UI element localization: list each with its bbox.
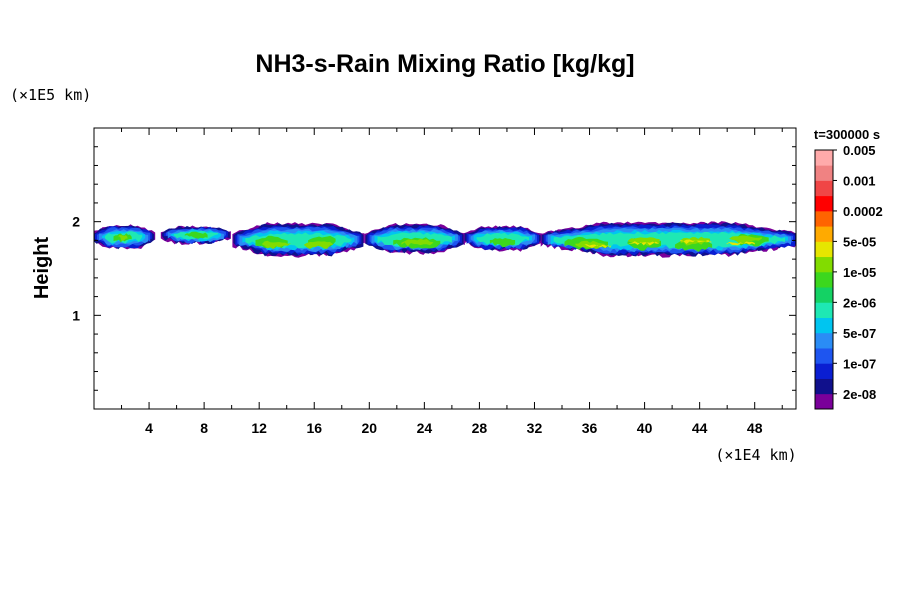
x-tick-label: 20 — [362, 420, 378, 436]
colorbar-swatch — [815, 150, 833, 166]
chart-title: NH3-s-Rain Mixing Ratio [kg/kg] — [255, 50, 634, 78]
x-tick-label: 36 — [582, 420, 598, 436]
colorbar-label: 5e-05 — [843, 234, 876, 249]
x-tick-label: 12 — [251, 420, 267, 436]
cloud-contour — [628, 241, 659, 246]
cloud-contour — [729, 235, 762, 244]
y-tick-label: 2 — [72, 214, 80, 230]
colorbar-swatch — [815, 378, 833, 395]
colorbar-swatch — [815, 302, 833, 318]
colorbar-label: 0.005 — [843, 143, 876, 158]
y-axis-label: Height — [31, 237, 53, 300]
colorbar-swatch — [815, 180, 833, 197]
cloud-contour — [304, 241, 333, 249]
colorbar-swatch — [815, 271, 833, 288]
colorbar-swatch — [815, 348, 833, 364]
colorbar-label: 2e-06 — [843, 295, 876, 310]
colorbar-label: 0.0002 — [843, 204, 883, 219]
colorbar-swatch — [815, 210, 833, 227]
x-tick-label: 32 — [527, 420, 543, 436]
colorbar: 2e-08 1e-07 5e-07 2e-06 1e-05 5e-05 0.0002 0.00… — [814, 143, 883, 410]
cloud-contour — [261, 240, 291, 250]
colorbar-label: 1e-05 — [843, 265, 876, 280]
cloud-contour — [401, 238, 434, 247]
cloud-contour — [118, 234, 128, 241]
x-tick-label: 4 — [145, 420, 153, 436]
colorbar-swatch — [815, 256, 833, 273]
colorbar-swatch — [815, 393, 833, 410]
y-axis-unit: (×1E5 km) — [10, 86, 91, 104]
cloud-layer — [94, 221, 796, 258]
colorbar-swatch — [815, 226, 833, 242]
cloud-contour — [553, 231, 785, 249]
colorbar-swatch — [815, 317, 833, 334]
cloud-contour — [489, 238, 516, 248]
cloud-contour — [575, 240, 605, 249]
x-tick-label: 48 — [747, 420, 763, 436]
cloud-contour — [584, 244, 611, 248]
x-tick-label: 44 — [692, 420, 708, 436]
colorbar-swatch — [815, 165, 833, 181]
x-tick-label: 16 — [306, 420, 322, 436]
cloud-contour — [726, 241, 755, 246]
x-tick-label: 40 — [637, 420, 653, 436]
x-tick-label: 8 — [200, 420, 208, 436]
x-tick-label: 24 — [417, 420, 433, 436]
x-tick-label: 28 — [472, 420, 488, 436]
cloud-contour — [184, 231, 208, 239]
colorbar-label: 0.001 — [843, 173, 876, 188]
cloud-contour — [680, 239, 712, 244]
x-axis-unit: (×1E4 km) — [715, 446, 796, 464]
colorbar-swatch — [815, 363, 833, 379]
colorbar-frame — [814, 149, 834, 410]
colorbar-label: 5e-07 — [843, 326, 876, 341]
y-tick-label: 1 — [72, 307, 80, 323]
colorbar-label: 2e-08 — [843, 387, 876, 402]
time-label: t=300000 s — [814, 127, 880, 142]
cloud-contour — [680, 236, 710, 246]
colorbar-swatch — [815, 332, 833, 349]
colorbar-swatch — [815, 287, 833, 303]
colorbar-label: 1e-07 — [843, 356, 876, 371]
colorbar-swatch — [815, 195, 833, 212]
plot-frame — [93, 127, 797, 410]
colorbar-swatch — [815, 241, 833, 258]
